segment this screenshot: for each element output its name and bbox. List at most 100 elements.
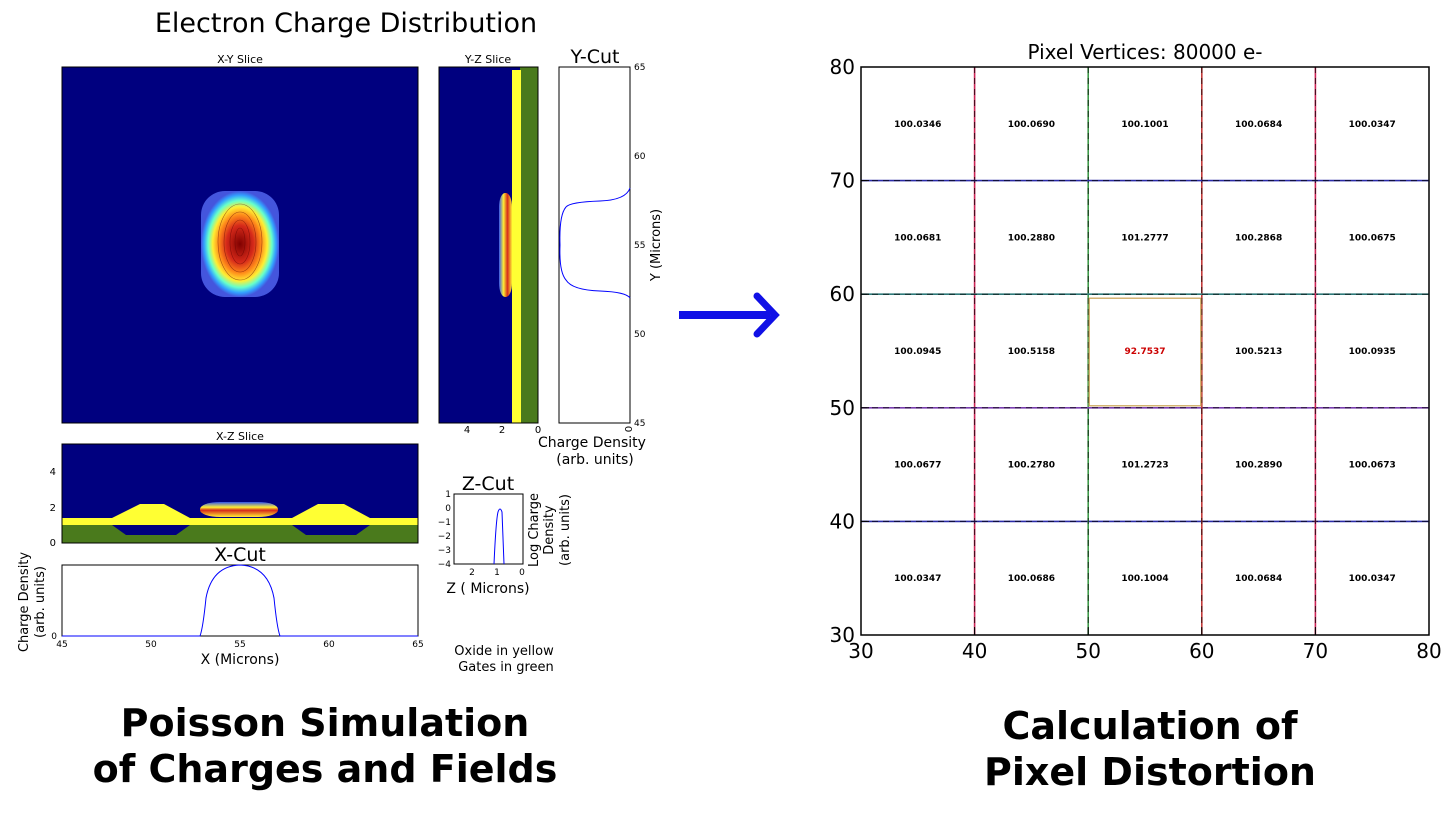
pixel-area-value: 100.0690	[1008, 120, 1055, 130]
legend-gates: Gates in green	[458, 660, 554, 675]
xz-charge-blob	[200, 502, 278, 517]
zcut-ytick: −1	[438, 518, 451, 528]
xz-ytick: 0	[50, 538, 56, 549]
distorted-pixel-outline	[1088, 297, 1202, 407]
pixel-area-value: 100.0347	[1349, 120, 1396, 130]
xcut-xticks: 45 50 55 60 65	[56, 640, 423, 650]
xcut-profile-line	[62, 564, 418, 637]
value-labels: 100.0346 100.0690 100.1001 100.0684 100.0347…	[894, 120, 1396, 584]
ycut-xlabel-line1: Charge Density	[538, 435, 646, 451]
ycut-profile-line	[559, 187, 631, 299]
xcut-xtick: 60	[323, 640, 335, 650]
xz-gate-region	[62, 525, 418, 543]
pixel-chart: Pixel Vertices: 80000 e- 100.0346 100.069…	[830, 40, 1442, 663]
xz-ytick: 2	[50, 503, 56, 514]
x-tick-label: 30	[848, 639, 873, 663]
yz-charge-blob	[499, 193, 512, 297]
x-tick-label: 50	[1075, 639, 1100, 663]
zcut-profile-line	[493, 508, 505, 565]
chart-y-ticks: 80 70 60 50 40 30	[830, 55, 869, 647]
x-tick-label: 60	[1189, 639, 1214, 663]
yz-oxide-region	[512, 70, 521, 423]
xz-yticks: 4 2 0	[50, 467, 56, 549]
pixel-area-value: 100.1001	[1121, 120, 1168, 130]
xcut-xlabel: X (Microns)	[201, 652, 280, 668]
zcut-ytick: −3	[438, 546, 451, 556]
yz-xtick: 2	[499, 425, 505, 436]
zcut-ytick: −2	[438, 532, 451, 542]
pixel-area-value: 100.0346	[894, 120, 941, 130]
pixel-area-value: 100.0945	[894, 347, 941, 357]
ycut-ytick: 55	[634, 241, 645, 251]
yz-xtick: 4	[464, 425, 470, 436]
y-tick-label: 70	[830, 169, 855, 193]
pixel-area-value: 100.2890	[1235, 461, 1282, 471]
ycut-panel: Y-Cut 65 60 55 50 45 0 Y (Microns) Charg…	[538, 46, 664, 468]
pixel-area-value: 100.1004	[1121, 574, 1168, 584]
pixel-area-value: 100.2780	[1008, 461, 1055, 471]
pixel-area-value: 100.0684	[1235, 120, 1282, 130]
pixel-area-value: 100.5213	[1235, 347, 1282, 357]
yz-xtick: 0	[535, 425, 541, 436]
ycut-ytick: 45	[634, 419, 645, 429]
xcut-xtick: 55	[234, 640, 245, 650]
chart-title: Pixel Vertices: 80000 e-	[1028, 40, 1263, 64]
pixel-area-value: 100.0675	[1349, 233, 1396, 243]
zcut-ytick: 1	[445, 490, 451, 500]
xz-ytick: 4	[50, 467, 56, 478]
zcut-ylabel-line3: (arb. units)	[558, 494, 573, 566]
xcut-ylabel-line1: Charge Density	[17, 552, 32, 653]
yz-oxide-cap	[512, 71, 521, 78]
pixel-area-value: 100.0684	[1235, 574, 1282, 584]
zcut-xtick: 2	[469, 568, 475, 578]
zcut-title: Z-Cut	[462, 473, 514, 495]
arrow-right-icon	[679, 292, 780, 338]
zcut-ylabel-line1: Log Charge	[527, 493, 542, 567]
x-tick-label: 70	[1303, 639, 1328, 663]
ycut-ytick: 50	[634, 330, 646, 340]
chart-frame	[860, 66, 1430, 636]
ycut-ytick: 60	[634, 152, 646, 162]
zcut-xlabel: Z ( Microns)	[446, 581, 529, 597]
yz-slice-title: Y-Z Slice	[464, 53, 512, 66]
right-caption-line1: Calculation of	[1002, 704, 1298, 748]
pixel-area-value: 100.0686	[1008, 574, 1055, 584]
zcut-frame	[453, 493, 524, 565]
yz-xticks: 4 2 0	[464, 425, 541, 436]
xcut-xtick: 65	[412, 640, 423, 650]
pixel-area-value: 100.0347	[1349, 574, 1396, 584]
pixel-area-value: 100.0347	[894, 574, 941, 584]
pixel-area-value-highlight: 92.7537	[1125, 347, 1166, 357]
xz-slice-frame	[61, 443, 419, 544]
zcut-panel: Z-Cut 1 0 −1 −2 −3 −4 2 1 0 Z ( Microns)…	[438, 473, 573, 597]
pixel-area-value: 100.0673	[1349, 461, 1396, 471]
yz-slice-frame	[438, 66, 539, 424]
right-caption-line2: Pixel Distortion	[984, 750, 1316, 794]
y-tick-label: 80	[830, 55, 855, 79]
left-caption-line1: Poisson Simulation	[120, 701, 530, 745]
zcut-xtick: 1	[494, 568, 500, 578]
pixel-area-value: 101.2723	[1121, 461, 1168, 471]
xz-slice-title: X-Z Slice	[216, 430, 264, 443]
yz-slice-panel: Y-Z Slice 4 2 0	[438, 53, 541, 436]
xcut-xtick: 45	[56, 640, 67, 650]
chart-plot-area	[861, 67, 1429, 635]
x-tick-label: 80	[1416, 639, 1441, 663]
y-tick-label: 40	[830, 509, 855, 533]
xcut-title: X-Cut	[214, 544, 266, 566]
pixel-area-value: 100.0677	[894, 461, 941, 471]
legend-oxide: Oxide in yellow	[454, 644, 554, 659]
xcut-ylabel-line2: (arb. units)	[33, 566, 48, 638]
pixel-area-value: 100.2868	[1235, 233, 1282, 243]
xy-contour-lines	[217, 203, 263, 281]
ycut-xlabel-line2: (arb. units)	[556, 452, 633, 468]
y-tick-label: 60	[830, 282, 855, 306]
zcut-ylabel-line2: Density	[542, 505, 557, 555]
ycut-title: Y-Cut	[570, 46, 620, 68]
left-caption: Poisson Simulation of Charges and Fields	[60, 700, 590, 792]
left-caption-line2: of Charges and Fields	[92, 747, 558, 791]
y-tick-label: 50	[830, 396, 855, 420]
yz-gate-region	[520, 67, 538, 423]
ycut-xtick: 0	[624, 426, 635, 432]
